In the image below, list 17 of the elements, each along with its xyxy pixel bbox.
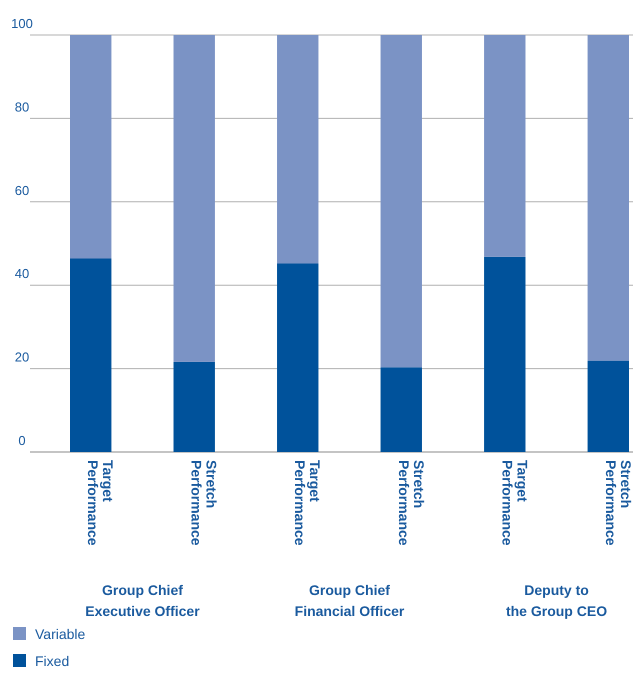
text: Group Chief Executive Officer — [85, 582, 200, 619]
legend-label: Variable — [35, 626, 86, 642]
x-tick-label: Target Performance — [292, 460, 324, 546]
x-tick-label: Stretch Performance — [602, 460, 633, 546]
y-tick-label: 60 — [14, 182, 30, 198]
x-tick-label: Target Performance — [85, 460, 116, 546]
y-tick-label: 0 — [18, 433, 26, 448]
y-tick-label: 80 — [14, 99, 30, 114]
x-tick-label: Stretch Performance — [188, 460, 220, 546]
x-tick-label: Target Performance — [499, 460, 530, 546]
legend-label: Fixed — [35, 653, 70, 669]
x-tick-label: Stretch Performance — [396, 460, 427, 546]
text: Group Chief Financial Officer — [294, 582, 405, 619]
text: Deputy to the Group CEO — [506, 582, 608, 619]
y-tick-label: 40 — [14, 266, 30, 282]
y-tick-label: 100 — [11, 16, 33, 31]
y-tick-label: 20 — [14, 350, 30, 365]
